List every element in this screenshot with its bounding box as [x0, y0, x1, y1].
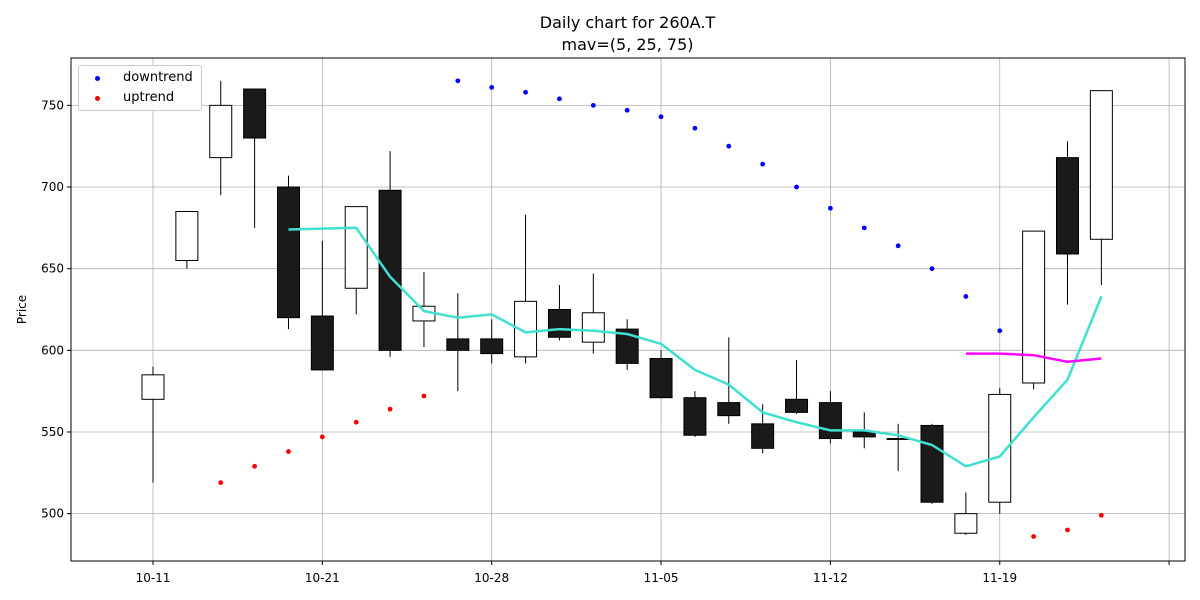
candle-body-up — [175, 211, 199, 262]
downtrend-marker — [523, 89, 528, 95]
downtrend-marker — [760, 161, 766, 167]
legend-label-uptrend: uptrend — [123, 90, 175, 105]
candle-body-down — [446, 338, 470, 351]
candle-body-down — [785, 398, 809, 413]
legend-label-downtrend: downtrend — [123, 70, 193, 85]
candle-body-up — [1022, 230, 1046, 384]
uptrend-marker — [353, 419, 359, 425]
chart-subtitle: mav=(5, 25, 75) — [561, 35, 694, 54]
downtrend-marker — [590, 102, 596, 108]
uptrend-marker — [421, 393, 427, 399]
moving-average-line-2 — [965, 352, 1102, 364]
downtrend-marker — [726, 143, 732, 149]
y-tick-label: 600 — [41, 343, 64, 357]
legend-marker-downtrend — [95, 76, 100, 81]
downtrend-marker — [861, 225, 867, 231]
candle-body-up — [954, 513, 978, 534]
candle-body-down — [649, 357, 673, 399]
candle-body-down — [852, 431, 876, 438]
candle-body-down — [1055, 157, 1079, 255]
uptrend-marker — [1065, 527, 1070, 533]
uptrend-marker — [387, 406, 393, 412]
uptrend-marker — [1098, 512, 1104, 518]
y-tick-label: 550 — [41, 425, 64, 439]
downtrend-marker — [929, 266, 935, 272]
downtrend-marker — [997, 328, 1003, 334]
x-tick-label: 11-19 — [982, 571, 1017, 585]
plot-frame — [70, 57, 1186, 562]
downtrend-marker — [828, 205, 833, 211]
y-tick-label: 750 — [41, 98, 64, 112]
downtrend-marker — [692, 125, 698, 131]
candle-body-down — [818, 402, 842, 440]
candle-body-down — [276, 186, 300, 319]
candle-body-up — [514, 300, 538, 358]
downtrend-marker — [794, 184, 799, 190]
legend-marker-uptrend — [95, 96, 100, 101]
chart-title: Daily chart for 260A.T — [539, 13, 716, 32]
candle-body-down — [310, 315, 334, 371]
downtrend-marker — [963, 294, 969, 299]
x-tick-label: 10-21 — [305, 571, 340, 585]
moving-average-line-1 — [288, 226, 1103, 468]
candle-body-down — [378, 189, 402, 351]
uptrend-marker — [319, 434, 325, 440]
candle-body-down — [920, 424, 944, 503]
downtrend-marker — [658, 114, 664, 120]
uptrend-marker — [1031, 534, 1037, 539]
candle-body-down — [243, 88, 267, 139]
candle-body-down — [480, 338, 504, 355]
y-tick-label: 700 — [41, 180, 64, 194]
x-tick-label: 10-11 — [136, 571, 171, 585]
legend: downtrend uptrend — [78, 65, 202, 111]
x-tick-label: 10-28 — [474, 571, 509, 585]
uptrend-marker — [252, 463, 258, 469]
uptrend-marker — [286, 449, 291, 454]
candle-body-down — [683, 397, 707, 436]
downtrend-marker — [557, 96, 562, 102]
candle-body-down — [751, 423, 775, 449]
downtrend-marker — [624, 107, 630, 113]
downtrend-marker — [489, 84, 495, 90]
candle-body-down — [717, 402, 741, 417]
candle-body-down — [547, 309, 571, 338]
candle-body-up — [141, 374, 165, 400]
downtrend-marker — [455, 78, 461, 84]
candle-body-up — [344, 206, 368, 289]
x-tick-label: 11-12 — [813, 571, 848, 585]
candle-body-up — [581, 312, 605, 343]
candle-body-up — [1089, 90, 1113, 240]
uptrend-marker — [218, 480, 224, 486]
candle-body-up — [209, 104, 233, 159]
y-tick-label: 650 — [41, 262, 64, 276]
downtrend-marker — [895, 243, 901, 249]
y-axis-label: Price — [15, 295, 29, 324]
candle-body-up — [988, 393, 1012, 503]
x-tick-label: 11-05 — [644, 571, 679, 585]
y-tick-label: 500 — [41, 507, 64, 521]
candle-body-down — [615, 328, 639, 364]
